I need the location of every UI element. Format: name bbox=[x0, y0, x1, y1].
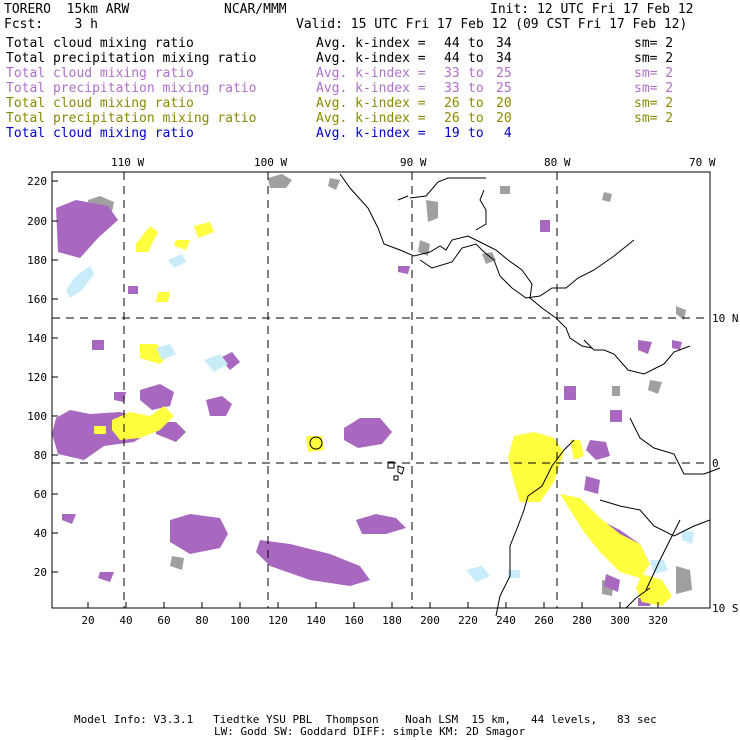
legend-kindex-label: Avg. k-index = bbox=[316, 96, 426, 111]
legend-kindex-to: 4 bbox=[496, 126, 512, 141]
legend-kindex-from: 44 bbox=[444, 51, 460, 66]
yellow-precip-shapes bbox=[94, 222, 672, 606]
x-tick-label: 60 bbox=[157, 614, 170, 627]
legend-to-word: to bbox=[468, 36, 484, 51]
x-tick-label: 120 bbox=[268, 614, 288, 627]
y-tick-label: 220 bbox=[27, 175, 47, 188]
legend-kindex-to: 25 bbox=[496, 81, 512, 96]
legend-kindex-from: 33 bbox=[444, 66, 460, 81]
legend-kindex-from: 33 bbox=[444, 81, 460, 96]
legend-kindex-to: 34 bbox=[496, 51, 512, 66]
lat-label: 0 bbox=[712, 457, 719, 470]
legend-kindex-label: Avg. k-index = bbox=[316, 126, 426, 141]
legend-field-name: Total cloud mixing ratio bbox=[6, 96, 194, 111]
legend-smoothing: sm= 2 bbox=[634, 36, 674, 51]
latitude-labels: 10 N 0 10 S bbox=[712, 312, 739, 615]
legend-kindex-from: 44 bbox=[444, 36, 460, 51]
x-tick-label: 200 bbox=[420, 614, 440, 627]
y-tick-label: 140 bbox=[27, 332, 47, 345]
legend-to-word: to bbox=[468, 111, 484, 126]
x-tick-label: 40 bbox=[119, 614, 132, 627]
center-label: NCAR/MMM bbox=[224, 2, 287, 17]
y-tick-label: 120 bbox=[27, 371, 47, 384]
y-tick-marks bbox=[52, 180, 58, 573]
y-tick-label: 40 bbox=[34, 527, 47, 540]
lon-label: 100 W bbox=[254, 156, 287, 169]
lat-label: 10 N bbox=[712, 312, 739, 325]
legend-kindex-label: Avg. k-index = bbox=[316, 66, 426, 81]
graticule bbox=[52, 172, 710, 608]
legend-kindex-label: Avg. k-index = bbox=[316, 51, 426, 66]
lightblue-cloud-shapes bbox=[66, 254, 694, 582]
legend-smoothing: sm= 2 bbox=[634, 96, 674, 111]
legend-kindex-from: 19 bbox=[444, 126, 460, 141]
x-tick-label: 180 bbox=[382, 614, 402, 627]
legend-field-name: Total cloud mixing ratio bbox=[6, 126, 194, 141]
x-tick-label: 220 bbox=[458, 614, 478, 627]
model-info: Model Info: V3.3.1 Tiedtke YSU PBL Thomp… bbox=[74, 713, 657, 726]
legend-field-name: Total precipitation mixing ratio bbox=[6, 111, 257, 126]
x-tick-label: 100 bbox=[230, 614, 250, 627]
map-frame bbox=[51, 171, 711, 609]
legend-kindex-to: 20 bbox=[496, 96, 512, 111]
legend-kindex-label: Avg. k-index = bbox=[316, 36, 426, 51]
lon-label: 90 W bbox=[400, 156, 427, 169]
legend-field-name: Total precipitation mixing ratio bbox=[6, 81, 257, 96]
forecast-hour: Fcst: 3 h bbox=[4, 17, 98, 32]
model-title: TORERO 15km ARW bbox=[4, 2, 130, 17]
x-tick-marks bbox=[87, 602, 659, 608]
y-tick-label: 160 bbox=[27, 293, 47, 306]
lat-label: 10 S bbox=[712, 602, 739, 615]
legend-kindex-from: 26 bbox=[444, 96, 460, 111]
y-tick-labels: 220 200 180 160 140 120 100 80 60 40 20 bbox=[27, 175, 47, 579]
init-time: Init: 12 UTC Fri 17 Feb 12 bbox=[490, 2, 694, 17]
legend-to-word: to bbox=[468, 66, 484, 81]
x-tick-label: 280 bbox=[572, 614, 592, 627]
y-tick-label: 200 bbox=[27, 215, 47, 228]
y-tick-label: 100 bbox=[27, 410, 47, 423]
coastlines bbox=[309, 173, 721, 617]
x-tick-label: 260 bbox=[534, 614, 554, 627]
valid-time: Valid: 15 UTC Fri 17 Feb 12 (09 CST Fri … bbox=[296, 17, 688, 32]
legend-kindex-to: 25 bbox=[496, 66, 512, 81]
x-tick-label: 20 bbox=[81, 614, 94, 627]
legend-smoothing: sm= 2 bbox=[634, 81, 674, 96]
legend-field-name: Total cloud mixing ratio bbox=[6, 36, 194, 51]
lon-label: 80 W bbox=[544, 156, 571, 169]
legend-to-word: to bbox=[468, 126, 484, 141]
legend-kindex-to: 34 bbox=[496, 36, 512, 51]
x-tick-label: 320 bbox=[648, 614, 668, 627]
longitude-labels: 110 W 100 W 90 W 80 W 70 W bbox=[111, 156, 716, 169]
physics-info: LW: Godd SW: Goddard DIFF: simple KM: 2D… bbox=[214, 725, 526, 738]
y-tick-label: 20 bbox=[34, 566, 47, 579]
legend-field-name: Total precipitation mixing ratio bbox=[6, 51, 257, 66]
x-tick-label: 140 bbox=[306, 614, 326, 627]
x-tick-label: 300 bbox=[610, 614, 630, 627]
x-tick-labels: 20 40 60 80 100 120 140 160 180 200 220 … bbox=[81, 614, 668, 627]
x-tick-label: 80 bbox=[195, 614, 208, 627]
x-tick-label: 240 bbox=[496, 614, 516, 627]
legend-kindex-to: 20 bbox=[496, 111, 512, 126]
legend-to-word: to bbox=[468, 51, 484, 66]
legend-kindex-label: Avg. k-index = bbox=[316, 111, 426, 126]
legend-to-word: to bbox=[468, 96, 484, 111]
legend-smoothing: sm= 2 bbox=[634, 51, 674, 66]
y-tick-label: 60 bbox=[34, 488, 47, 501]
y-tick-label: 180 bbox=[27, 254, 47, 267]
legend-smoothing: sm= 2 bbox=[634, 66, 674, 81]
legend-kindex-from: 26 bbox=[444, 111, 460, 126]
x-tick-label: 160 bbox=[344, 614, 364, 627]
lon-label: 110 W bbox=[111, 156, 144, 169]
legend-field-name: Total cloud mixing ratio bbox=[6, 66, 194, 81]
legend-kindex-label: Avg. k-index = bbox=[316, 81, 426, 96]
lon-label: 70 W bbox=[689, 156, 716, 169]
y-tick-label: 80 bbox=[34, 449, 47, 462]
legend-smoothing: sm= 2 bbox=[634, 111, 674, 126]
legend-to-word: to bbox=[468, 81, 484, 96]
